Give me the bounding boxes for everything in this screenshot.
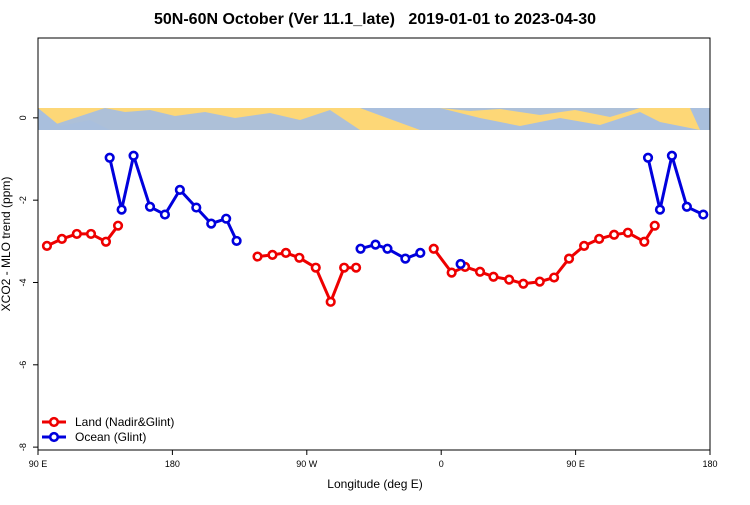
data-point [370, 239, 381, 250]
data-point [579, 240, 590, 251]
data-point [159, 209, 171, 220]
data-point [100, 236, 112, 247]
data-point [85, 228, 97, 240]
data-point [191, 202, 202, 213]
legend-marker [48, 416, 60, 428]
x-tick-label: 90 E [566, 459, 585, 469]
data-point [594, 233, 605, 244]
data-point [534, 276, 545, 287]
map-ocean [38, 108, 710, 130]
data-point [206, 218, 217, 229]
data-point [231, 235, 242, 247]
data-point [642, 152, 654, 163]
data-point [310, 262, 321, 273]
data-point [504, 274, 515, 285]
data-point [518, 278, 529, 289]
legend-marker [48, 431, 60, 443]
chart-title: 50N-60N October (Ver 11.1_late) 2019-01-… [154, 11, 596, 28]
x-tick-label: 90 W [296, 459, 318, 469]
data-point [654, 204, 666, 215]
x-tick-label: 180 [702, 459, 717, 469]
data-point [548, 272, 560, 283]
y-tick-label: 0 [18, 115, 28, 120]
data-point [71, 228, 82, 240]
data-point [563, 253, 575, 264]
data-point [609, 229, 620, 240]
data-point [622, 227, 633, 238]
data-point [339, 262, 350, 273]
data-point [174, 184, 185, 195]
data-point [428, 243, 439, 254]
data-point [355, 243, 366, 254]
data-point [280, 247, 291, 258]
data-point [488, 271, 499, 282]
data-point [415, 247, 426, 258]
x-axis-label: Longitude (deg E) [327, 477, 422, 491]
data-point [104, 152, 115, 163]
legend-label: Land (Nadir&Glint) [75, 415, 174, 429]
x-tick-label: 90 E [29, 459, 48, 469]
data-point [41, 240, 53, 251]
data-point [382, 243, 393, 254]
data-point [649, 220, 660, 231]
x-tick-label: 180 [165, 459, 180, 469]
data-point [144, 201, 156, 212]
series-line [46, 224, 656, 304]
legend-label: Ocean (Glint) [75, 430, 146, 444]
data-point [116, 204, 127, 215]
data-point [639, 236, 650, 247]
data-point [681, 201, 692, 212]
data-point [294, 252, 305, 263]
y-tick-label: -2 [18, 196, 28, 204]
data-point [455, 258, 466, 270]
x-tick-label: 0 [439, 459, 444, 469]
data-point [267, 249, 278, 261]
map-ocean [38, 108, 640, 130]
data-point [698, 209, 709, 220]
data-point [56, 233, 67, 244]
data-point [400, 253, 411, 264]
data-point [252, 251, 263, 262]
data-point [446, 267, 457, 278]
data-point [474, 266, 486, 277]
data-point [325, 296, 336, 307]
data-point [112, 220, 124, 231]
data-point [128, 150, 139, 161]
data-point [666, 150, 678, 161]
plot-frame [37, 37, 711, 451]
map-band [38, 108, 710, 130]
data-point [350, 262, 362, 273]
y-tick-label: -4 [18, 278, 28, 286]
data-point [221, 213, 232, 224]
y-tick-label: -6 [18, 361, 28, 369]
y-tick-label: -8 [18, 443, 28, 451]
y-axis-label: XCO2 - MLO trend (ppm) [0, 177, 13, 312]
